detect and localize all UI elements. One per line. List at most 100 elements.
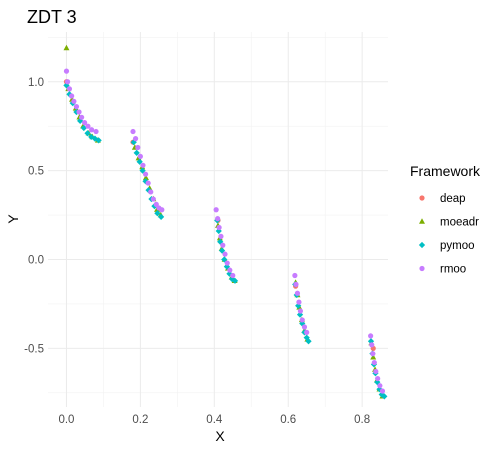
legend-key-rmoo (419, 265, 425, 272)
pymoo-point (228, 275, 236, 283)
rmoo-point (296, 299, 302, 305)
rmoo-point (213, 207, 219, 213)
moeadr-point (370, 353, 377, 360)
rmoo-point (299, 317, 305, 323)
pymoo-point (378, 391, 385, 398)
legend: Framework deap moeadr pymoo rmoo (410, 163, 481, 276)
x-tick-label: 0.0 (58, 414, 74, 426)
rmoo-point (64, 79, 71, 85)
pymoo-point (133, 149, 140, 156)
pymoo-point (381, 393, 388, 400)
rmoo-point (140, 162, 146, 168)
rmoo-point (224, 260, 230, 266)
legend-item-rmoo: rmoo (419, 264, 466, 276)
rmoo-point (369, 342, 375, 348)
rmoo-point (142, 171, 149, 177)
x-tick-label: 0.4 (206, 414, 223, 426)
rmoo-point (145, 180, 151, 186)
x-tick-label: 0.2 (132, 414, 148, 426)
rmoo-point (66, 86, 73, 92)
y-tick-label: 1.0 (28, 77, 44, 89)
legend-key-moeadr (419, 218, 425, 224)
y-axis-ticks: -0.5 0.0 0.5 1.0 (24, 77, 44, 356)
x-tick-label: 0.6 (280, 414, 296, 426)
rmoo-point (301, 324, 308, 330)
chart-title: ZDT 3 (27, 7, 77, 27)
rmoo-point (371, 359, 377, 366)
y-tick-label: 0.5 (28, 166, 44, 178)
legend-title: Framework (410, 163, 481, 179)
pymoo-point (84, 130, 91, 137)
rmoo-point (293, 281, 299, 287)
rmoo-point (79, 114, 85, 120)
rmoo-point (130, 128, 136, 135)
y-tick-label: -0.5 (24, 343, 44, 355)
rmoo-point (373, 368, 379, 375)
pymoo-point (157, 213, 165, 220)
data-points (63, 44, 388, 400)
rmoo-point (85, 123, 91, 129)
legend-label-rmoo: rmoo (440, 264, 466, 276)
pymoo-point (215, 227, 222, 235)
rmoo-point (292, 272, 298, 279)
x-axis-ticks: 0.0 0.2 0.4 0.6 0.8 (58, 414, 370, 426)
pymoo-point (80, 124, 87, 132)
rmoo-point (218, 233, 224, 239)
x-tick-label: 0.8 (354, 414, 370, 426)
rmoo-point (73, 104, 80, 110)
rmoo-point (220, 242, 226, 248)
moeadr-point (63, 44, 70, 51)
rmoo-point (222, 251, 228, 257)
rmoo-point (297, 308, 304, 314)
legend-item-deap: deap (419, 193, 466, 205)
legend-label-deap: deap (440, 193, 466, 205)
rmoo-point (294, 290, 301, 296)
rmoo-point (76, 109, 82, 115)
rmoo-point (89, 127, 95, 133)
legend-label-moeadr: moeadr (440, 217, 479, 229)
legend-key-deap (419, 195, 425, 201)
rmoo-point (63, 68, 70, 74)
rmoo-point (216, 224, 222, 231)
moeadr-point (142, 174, 149, 180)
rmoo-point (227, 267, 233, 273)
pymoo-point (88, 133, 95, 140)
rmoo-point (135, 144, 141, 151)
rmoo-point (69, 93, 75, 99)
legend-item-moeadr: moeadr (419, 217, 479, 229)
rmoo-point (150, 196, 156, 202)
legend-key-pymoo (418, 241, 426, 249)
rmoo-point (375, 375, 381, 382)
legend-item-pymoo: pymoo (418, 240, 475, 252)
rmoo-point (132, 136, 139, 142)
rmoo-point (81, 120, 88, 126)
rmoo-point (377, 383, 383, 389)
rmoo-point (148, 189, 154, 195)
pymoo-point (136, 158, 143, 165)
rmoo-point (370, 351, 376, 357)
pymoo-point (139, 167, 146, 174)
pymoo-point (231, 277, 239, 284)
pymoo-point (305, 338, 312, 345)
pymoo-point (154, 210, 161, 217)
y-axis-title: Y (5, 214, 21, 224)
rmoo-point (159, 207, 165, 213)
rmoo-point (137, 153, 143, 160)
series-rmoo (63, 68, 386, 394)
rmoo-point (379, 388, 386, 394)
rmoo-point (304, 329, 310, 335)
rmoo-point (368, 333, 374, 339)
rmoo-point (215, 216, 221, 222)
x-axis-title: X (215, 428, 225, 444)
rmoo-point (230, 272, 236, 279)
pymoo-point (95, 137, 102, 144)
legend-label-pymoo: pymoo (440, 240, 475, 252)
pymoo-point (142, 178, 149, 185)
rmoo-point (93, 128, 99, 135)
gridlines (48, 32, 388, 407)
rmoo-point (71, 98, 77, 104)
pymoo-point (66, 91, 73, 98)
y-tick-label: 0.0 (28, 254, 44, 266)
